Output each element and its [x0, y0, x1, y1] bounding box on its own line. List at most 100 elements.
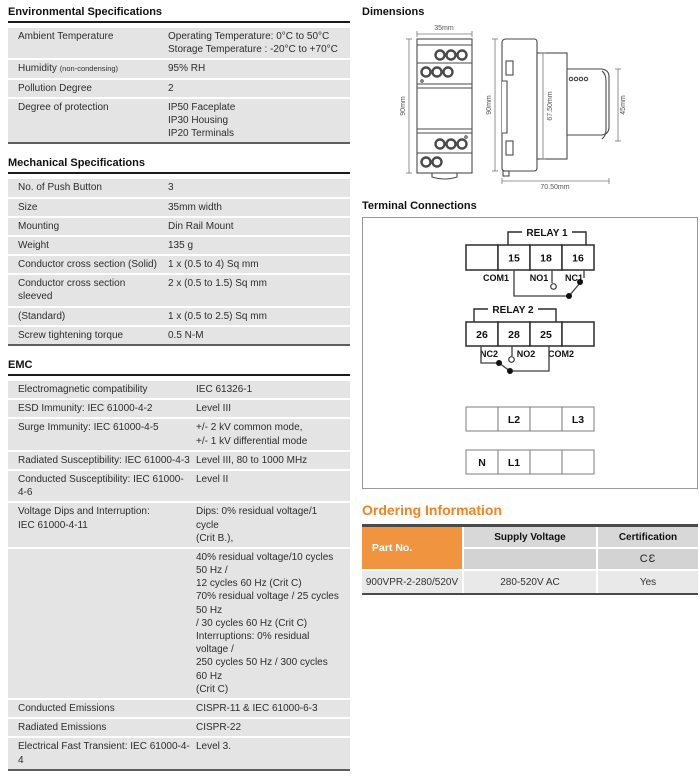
row-label: No. of Push Button — [18, 182, 102, 194]
row-value: Level III — [196, 403, 232, 415]
side-front-dim: 45mm — [620, 95, 627, 115]
row-value: CISPR-11 & IEC 61000-6-3 — [196, 702, 318, 714]
side-mid-dim: 67.50mm — [547, 91, 554, 120]
relay1-cell: 18 — [540, 253, 552, 265]
side-dimension-lines — [492, 38, 621, 184]
emc-section: EMC Electromagnetic compatibility IEC 61… — [8, 359, 350, 771]
row-label: Conducted Susceptibility: IEC 61000-4-6 — [18, 473, 184, 499]
side-depth-dim: 70.50mm — [540, 184, 569, 191]
supply-voltage-header: Supply Voltage — [464, 527, 596, 547]
row-label: Radiated Susceptibility: IEC 61000-4-3 — [18, 454, 190, 466]
row-value: Level 3. — [196, 741, 232, 753]
terminal-connections-box: RELAY 1 15 18 16 COM1 NO1 NC1 — [362, 217, 698, 489]
row-label: (Standard) — [18, 310, 66, 322]
row-label: Size — [18, 201, 38, 213]
row-label-note: (non-condensing) — [59, 64, 119, 74]
table-row: Degree of protection IP50 Faceplate IP30… — [8, 98, 350, 143]
environmental-title: Environmental Specifications — [8, 6, 350, 23]
diagrams-column: Dimensions — [362, 6, 698, 595]
row-label: Conductor cross section (Solid) — [18, 259, 157, 271]
row-label: Ambient Temperature — [18, 31, 114, 42]
row-label: Humidity (non-condensing) — [18, 62, 168, 75]
row-label: Voltage Dips and Interruption: IEC 61000… — [18, 506, 150, 531]
environmental-section: Environmental Specifications Ambient Tem… — [8, 6, 350, 145]
relay1-contact-label: NO1 — [530, 273, 549, 283]
side-view-drawing — [501, 38, 610, 177]
row-label: Electrical Fast Transient: IEC 61000-4-4 — [18, 741, 190, 766]
neutral-terminal-row — [465, 449, 595, 475]
terminal-diagram: RELAY 1 15 18 16 COM1 NO1 NC1 — [465, 228, 595, 475]
relay1-cell: 15 — [508, 253, 520, 265]
row-value: Operating Temperature: 0°C to 50°C Stora… — [168, 31, 338, 56]
relay2-no-circle — [508, 356, 515, 363]
specs-column: Environmental Specifications Ambient Tem… — [8, 6, 350, 784]
table-row: Voltage Dips and Interruption: IEC 61000… — [8, 503, 350, 547]
neutral-cell: L1 — [508, 457, 520, 469]
certification-header: Certification — [598, 527, 698, 547]
ordering-table: Part No. Supply Voltage Certification CƐ… — [362, 524, 698, 595]
row-value: IEC 61326-1 — [196, 384, 253, 395]
relay2-cell: 28 — [508, 329, 520, 341]
terminal-title: Terminal Connections — [362, 200, 477, 212]
row-value: 95% RH — [168, 63, 206, 75]
part-no-header: Part No. — [362, 527, 462, 569]
table-row: Radiated Emissions CISPR-22 — [8, 719, 350, 737]
row-value: Level II — [196, 473, 229, 485]
row-value: +/- 2 kV common mode, +/- 1 kV different… — [196, 422, 308, 447]
table-row: ESD Immunity: IEC 61000-4-2 Level III — [8, 400, 350, 418]
emc-title: EMC — [8, 359, 350, 376]
table-row: Ambient Temperature Operating Temperatur… — [8, 28, 350, 59]
row-value: 135 g — [168, 239, 194, 251]
row-value: 0.5 N-M — [168, 329, 204, 341]
front-view-drawing — [416, 38, 473, 180]
row-value: CISPR-22 — [196, 722, 242, 734]
part-no-value: 900VPR-2-280/520V — [362, 571, 462, 593]
relay1-contact-label: COM1 — [483, 273, 509, 283]
relay2-cell: 25 — [540, 329, 552, 341]
row-value: 40% residual voltage/10 cycles 50 Hz / 1… — [196, 551, 339, 695]
side-height-dim: 90mm — [486, 95, 493, 115]
row-value: 1 x (0.5 to 2.5) Sq mm — [168, 310, 267, 322]
row-label-text: Humidity — [18, 63, 57, 75]
row-label: Weight — [18, 239, 49, 251]
table-row: Conductor cross section (Solid) 1 x (0.5… — [8, 256, 350, 274]
mechanical-section: Mechanical Specifications No. of Push Bu… — [8, 157, 350, 346]
row-label: Degree of protection — [18, 101, 109, 113]
table-row: Radiated Susceptibility: IEC 61000-4-3 L… — [8, 451, 350, 469]
table-row: Mounting Din Rail Mount — [8, 217, 350, 235]
line-cell: L2 — [508, 414, 520, 426]
relay2-label: RELAY 2 — [492, 305, 534, 316]
relay2-bracket — [473, 308, 557, 322]
table-row: (Standard) 1 x (0.5 to 2.5) Sq mm — [8, 307, 350, 325]
relay1-terminal-row — [465, 244, 595, 271]
ordering-title: Ordering Information — [362, 502, 502, 518]
relay1-pivot-dot — [566, 293, 572, 299]
supply-voltage-subheader — [464, 549, 596, 569]
row-value: 2 x (0.5 to 1.5) Sq mm — [168, 278, 267, 290]
neutral-cell: N — [478, 457, 486, 469]
dimensions-title: Dimensions — [362, 6, 425, 18]
relay1-contact-label: NC1 — [565, 273, 583, 283]
table-row: 40% residual voltage/10 cycles 50 Hz / 1… — [8, 548, 350, 698]
table-row: Weight 135 g — [8, 236, 350, 255]
row-label: Pollution Degree — [18, 82, 92, 94]
row-label: Screw tightening torque — [18, 329, 124, 341]
table-row: Conducted Susceptibility: IEC 61000-4-6 … — [8, 470, 350, 502]
relay1-nc-dot — [577, 279, 583, 285]
line-cell: L3 — [572, 414, 584, 426]
relay2-contact-label: COM2 — [548, 349, 574, 359]
table-row: Surge Immunity: IEC 61000-4-5 +/- 2 kV c… — [8, 419, 350, 450]
relay1-no-circle — [550, 283, 557, 290]
table-row: Electrical Fast Transient: IEC 61000-4-4… — [8, 738, 350, 769]
row-label: Surge Immunity: IEC 61000-4-5 — [18, 422, 159, 434]
emc-table: Electromagnetic compatibility IEC 61326-… — [8, 381, 350, 771]
relay2-nc-dot — [496, 360, 502, 366]
front-dimension-lines — [406, 31, 473, 174]
relay2-terminal-row — [465, 321, 595, 347]
row-label: Mounting — [18, 220, 60, 232]
mechanical-title: Mechanical Specifications — [8, 157, 350, 175]
table-row: Electromagnetic compatibility IEC 61326-… — [8, 381, 350, 399]
row-value: 1 x (0.5 to 4) Sq mm — [168, 259, 259, 271]
table-row: Size 35mm width — [8, 198, 350, 216]
line-terminal-row — [465, 406, 595, 432]
